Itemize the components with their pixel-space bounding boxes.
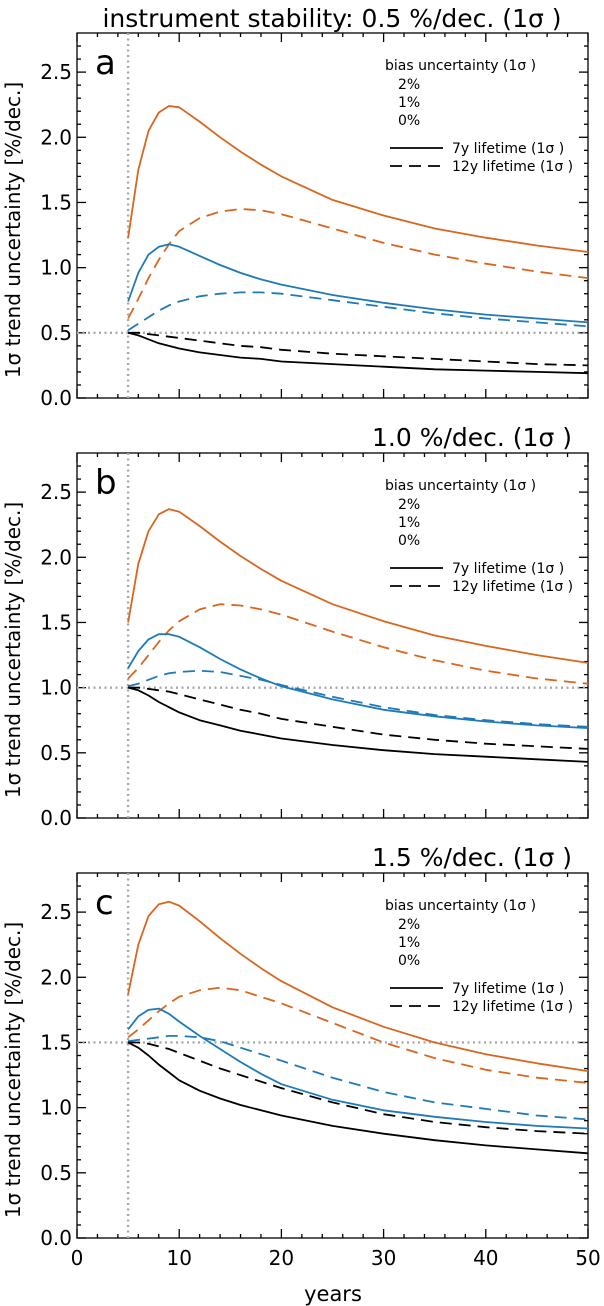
series-line-1pct-12y bbox=[127, 1035, 589, 1121]
y-tick-label: 1.0 bbox=[40, 256, 72, 280]
series-line-1pct-12y bbox=[127, 669, 589, 728]
y-tick-label: 0.5 bbox=[40, 1161, 72, 1185]
x-tick-label: 20 bbox=[269, 1246, 294, 1270]
y-tick-label: 1.5 bbox=[40, 1030, 72, 1054]
y-tick-label: 2.5 bbox=[40, 480, 72, 504]
legend-bias-entry: 1% bbox=[398, 95, 420, 111]
plot-frame bbox=[76, 872, 589, 1239]
series-line-2pct-12y bbox=[127, 208, 589, 319]
legend-bias-entry: 2% bbox=[398, 917, 420, 933]
y-tick-label: 2.0 bbox=[40, 965, 72, 989]
x-tick-label: 10 bbox=[166, 1246, 191, 1270]
y-tick-label: 2.5 bbox=[40, 60, 72, 84]
x-tick-label: 40 bbox=[473, 1246, 498, 1270]
y-tick-label: 1.0 bbox=[40, 676, 72, 700]
y-tick-label: 1.5 bbox=[40, 610, 72, 634]
x-tick-label: 30 bbox=[371, 1246, 396, 1270]
legend-bias-title: bias uncertainty (1σ ) bbox=[385, 58, 536, 74]
y-tick-label: 0.5 bbox=[40, 741, 72, 765]
legend-lifetime-entry: 12y lifetime (1σ ) bbox=[452, 159, 573, 175]
legend-bias-entry: 0% bbox=[398, 113, 420, 129]
series-line-2pct-12y bbox=[127, 986, 589, 1084]
legend-bias-title: bias uncertainty (1σ ) bbox=[385, 898, 536, 914]
y-tick-label: 0.0 bbox=[40, 806, 72, 830]
y-tick-label: 0.0 bbox=[40, 386, 72, 410]
legend-bias-entry: 2% bbox=[398, 497, 420, 513]
legend-bias-title: bias uncertainty (1σ ) bbox=[385, 478, 536, 494]
y-tick-label: 2.0 bbox=[40, 125, 72, 149]
legend-bias-entry: 0% bbox=[398, 533, 420, 549]
legend-bias-entry: 0% bbox=[398, 953, 420, 969]
y-axis-label: 1σ trend uncertainty [%/dec.] bbox=[1, 922, 25, 1218]
y-tick-label: 2.5 bbox=[40, 900, 72, 924]
series-line-0pct-7y bbox=[127, 1041, 589, 1155]
series-line-0pct-7y bbox=[127, 686, 589, 763]
x-tick-label: 0 bbox=[71, 1246, 84, 1270]
legend-lifetime-entry: 12y lifetime (1σ ) bbox=[452, 999, 573, 1015]
series-line-0pct-12y bbox=[128, 686, 589, 750]
series-line-2pct-12y bbox=[127, 603, 589, 685]
legend-lifetime-entry: 7y lifetime (1σ ) bbox=[452, 561, 564, 577]
series-line-1pct-7y bbox=[127, 243, 589, 324]
panel-label: b bbox=[95, 463, 117, 503]
legend-lifetime-entry: 12y lifetime (1σ ) bbox=[452, 579, 573, 595]
y-tick-label: 2.0 bbox=[40, 545, 72, 569]
plot-frame bbox=[76, 452, 589, 819]
series-line-2pct-7y bbox=[127, 105, 589, 253]
series-line-0pct-7y bbox=[127, 331, 589, 375]
y-axis-label: 1σ trend uncertainty [%/dec.] bbox=[1, 82, 25, 378]
legend-bias-entry: 1% bbox=[398, 515, 420, 531]
legend-bias-entry: 1% bbox=[398, 935, 420, 951]
series-line-1pct-12y bbox=[127, 291, 589, 331]
legend-bias-entry: 2% bbox=[398, 77, 420, 93]
plot-frame bbox=[76, 32, 589, 399]
panel-title: 1.0 %/dec. (1σ ) bbox=[372, 423, 572, 452]
panel-title: 1.5 %/dec. (1σ ) bbox=[372, 843, 572, 872]
y-tick-label: 0.5 bbox=[40, 321, 72, 345]
series-line-2pct-7y bbox=[127, 508, 589, 664]
panel-label: c bbox=[95, 883, 114, 923]
series-line-0pct-12y bbox=[128, 1041, 589, 1135]
x-tick-label: 50 bbox=[575, 1246, 600, 1270]
series-line-2pct-7y bbox=[127, 900, 589, 1072]
panel-title: instrument stability: 0.5 %/dec. (1σ ) bbox=[102, 4, 561, 33]
panel-label: a bbox=[95, 43, 116, 83]
series-line-0pct-12y bbox=[128, 331, 589, 367]
y-tick-label: 1.5 bbox=[40, 190, 72, 214]
series-line-1pct-7y bbox=[127, 1007, 589, 1130]
series-line-1pct-7y bbox=[127, 633, 589, 729]
y-tick-label: 0.0 bbox=[40, 1226, 72, 1250]
legend-lifetime-entry: 7y lifetime (1σ ) bbox=[452, 981, 564, 997]
y-tick-label: 1.0 bbox=[40, 1096, 72, 1120]
x-axis-label: years bbox=[304, 1282, 362, 1306]
legend-lifetime-entry: 7y lifetime (1σ ) bbox=[452, 141, 564, 157]
y-axis-label: 1σ trend uncertainty [%/dec.] bbox=[1, 502, 25, 798]
